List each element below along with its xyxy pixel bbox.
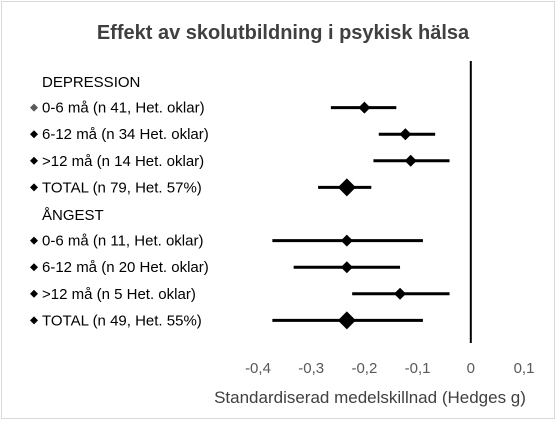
row-marker-icon: [30, 156, 38, 165]
x-tick-label: -0,3: [298, 360, 324, 377]
row-marker-icon: [30, 263, 38, 272]
pooled-estimate-diamond: [337, 311, 356, 330]
row-label: 6-12 må (n 20 Het. oklar): [42, 259, 209, 276]
row-label: >12 må (n 5 Het. oklar): [42, 286, 196, 303]
point-estimate-diamond: [404, 154, 417, 167]
row-marker-icon: [30, 183, 38, 192]
x-axis-ticks: -0,4 -0,3 -0,2 -0,1 0 0,1: [245, 360, 534, 377]
pooled-estimate-diamond: [337, 178, 356, 197]
point-estimate-diamond: [399, 128, 412, 141]
x-tick-label: -0,1: [405, 360, 431, 377]
row-marker-icon: [30, 103, 38, 112]
point-estimate-diamond: [358, 101, 371, 114]
group-heading: DEPRESSION: [42, 74, 140, 91]
point-estimate-diamond: [340, 261, 353, 274]
row-marker-icon: [30, 130, 38, 139]
row-label: >12 må (n 14 Het. oklar): [42, 153, 204, 170]
point-estimate-diamond: [340, 234, 353, 247]
row-label: TOTAL (n 49, Het. 55%): [42, 312, 202, 329]
x-tick-label: -0,2: [351, 360, 377, 377]
row-label: TOTAL (n 79, Het. 57%): [42, 179, 202, 196]
point-estimate-diamond: [394, 287, 407, 300]
group-heading: ÅNGEST: [42, 207, 104, 224]
x-axis-title: Standardiserad medelskillnad (Hedges g): [214, 388, 526, 407]
row-marker-icon: [30, 236, 38, 245]
row-label: 0-6 må (n 41, Het. oklar): [42, 100, 205, 117]
x-tick-label: -0,4: [245, 360, 271, 377]
x-tick-label: 0,1: [514, 360, 535, 377]
row-marker-icon: [30, 316, 38, 325]
x-tick-label: 0: [467, 360, 475, 377]
chart-title: Effekt av skolutbildning i psykisk hälsa: [97, 22, 470, 44]
row-label: 0-6 må (n 11, Het. oklar): [42, 233, 203, 250]
row-marker-icon: [30, 289, 38, 298]
row-label: 6-12 må (n 34 Het. oklar): [42, 126, 209, 143]
plot-rows: DEPRESSION 0-6 må (n 41, Het. oklar) 6-12 …: [30, 74, 450, 330]
